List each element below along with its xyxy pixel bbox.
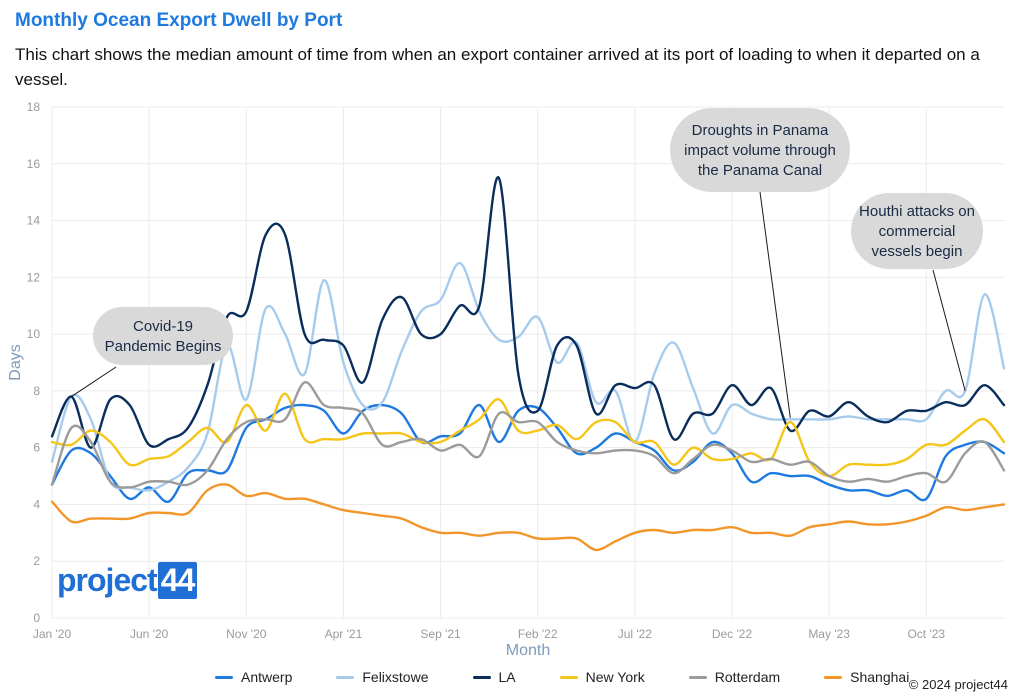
y-tick-label: 6 <box>33 441 40 455</box>
legend-label: Felixstowe <box>362 669 429 685</box>
series-line-antwerp <box>50 403 1006 503</box>
x-tick-label: Jan '20 <box>33 627 72 641</box>
y-tick-label: 0 <box>33 611 40 625</box>
legend-label: Antwerp <box>241 669 293 685</box>
legend-item-rotterdam[interactable]: Rotterdam <box>688 669 781 685</box>
series-line-new-york <box>50 392 1006 478</box>
y-tick-label: 14 <box>27 214 41 228</box>
x-tick-label: Oct '23 <box>907 627 945 641</box>
legend-item-felixstowe[interactable]: Felixstowe <box>336 669 429 685</box>
legend-label: LA <box>498 669 516 685</box>
legend-label: Shanghai <box>850 669 910 685</box>
y-tick-label: 2 <box>33 554 40 568</box>
annotation-bubble <box>670 108 850 192</box>
legend-swatch <box>559 675 578 679</box>
legend-item-la[interactable]: LA <box>472 669 516 685</box>
y-tick-label: 18 <box>27 100 41 114</box>
legend-label: New York <box>585 669 645 685</box>
x-tick-label: Sep '21 <box>420 627 461 641</box>
project44-logo: project 44 <box>57 562 198 599</box>
legend-item-new-york[interactable]: New York <box>559 669 645 685</box>
annotation-pointer <box>932 269 966 392</box>
annotation-text: Pandemic Begins <box>105 338 222 355</box>
series-line-felixstowe <box>50 261 1006 492</box>
x-tick-label: Nov '20 <box>226 627 267 641</box>
legend-item-shanghai[interactable]: Shanghai <box>824 669 909 685</box>
x-axis-title: Month <box>506 642 550 659</box>
legend-swatch <box>215 675 233 679</box>
annotation-text: vessels begin <box>872 243 963 260</box>
logo-number: 44 <box>157 562 198 599</box>
annotation-text: Covid-19 <box>133 318 193 335</box>
y-tick-label: 4 <box>33 497 40 511</box>
annotation-text: impact volume through <box>684 142 836 159</box>
x-tick-label: May '23 <box>808 627 850 641</box>
annotation-text: commercial <box>879 223 956 240</box>
copyright: © 2024 project44 <box>908 677 1008 692</box>
legend-label: Rotterdam <box>714 669 781 685</box>
annotation-text: Droughts in Panama <box>692 122 829 139</box>
legend-swatch <box>472 675 491 679</box>
annotation-pointer <box>71 366 117 397</box>
series-line-rotterdam <box>50 381 1006 489</box>
y-tick-label: 10 <box>27 327 41 341</box>
y-tick-label: 8 <box>33 384 40 398</box>
annotation-text: Houthi attacks on <box>859 203 975 220</box>
annotation-bubble <box>851 193 983 269</box>
chart-subtitle: This chart shows the median amount of ti… <box>15 45 980 89</box>
x-tick-label: Dec '22 <box>712 627 753 641</box>
legend-item-antwerp[interactable]: Antwerp <box>215 669 292 685</box>
series-line-shanghai <box>50 483 1006 552</box>
y-tick-label: 16 <box>27 157 41 171</box>
legend: Antwerp Felixstowe LA New York Rotterdam Shan… <box>215 669 909 685</box>
annotation-text: the Panama Canal <box>698 162 822 179</box>
annotation-pointer <box>759 191 791 418</box>
x-tick-label: Feb '22 <box>518 627 558 641</box>
x-tick-label: Apr '21 <box>325 627 363 641</box>
y-tick-label: 12 <box>27 270 41 284</box>
annotation-bubble <box>93 307 233 365</box>
legend-swatch <box>336 675 355 679</box>
y-axis-title: Days <box>7 344 24 380</box>
x-tick-label: Jul '22 <box>618 627 653 641</box>
legend-swatch <box>824 675 843 679</box>
legend-swatch <box>688 675 707 679</box>
x-tick-label: Jun '20 <box>130 627 169 641</box>
chart-title: Monthly Ocean Export Dwell by Port <box>15 10 343 31</box>
logo-text: project <box>57 562 158 598</box>
